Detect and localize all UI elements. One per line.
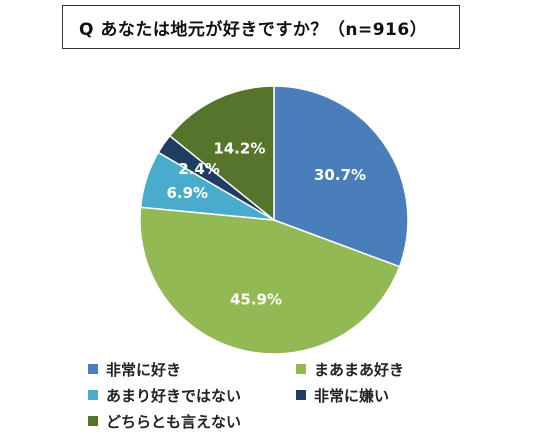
- legend-item: 非常に好き: [88, 358, 296, 380]
- pie-data-label: 14.2%: [213, 139, 265, 157]
- pie-data-label: 6.9%: [166, 184, 208, 202]
- legend-label: どちらとも言えない: [106, 412, 242, 431]
- legend-item: まあまあ好き: [296, 358, 476, 380]
- legend-swatch: [296, 390, 306, 400]
- pie-slices: [139, 85, 409, 355]
- chart-title: Q あなたは地元が好きですか？（n=916）: [62, 5, 460, 49]
- legend-swatch: [88, 390, 98, 400]
- legend-swatch: [88, 364, 98, 374]
- pie-data-label: 30.7%: [314, 166, 366, 184]
- pie-slice: [273, 85, 409, 268]
- legend-item: 非常に嫌い: [296, 384, 476, 406]
- pie-labels: 30.7% 45.9% 6.9% 2.4% 14.2%: [166, 139, 366, 308]
- pie-data-label: 2.4%: [178, 160, 220, 178]
- legend-label: あまり好きではない: [106, 386, 242, 405]
- legend-label: 非常に好き: [106, 360, 182, 379]
- legend-item: どちらとも言えない: [88, 410, 296, 432]
- legend-label: まあまあ好き: [314, 360, 405, 379]
- legend-swatch: [88, 416, 98, 426]
- legend-label: 非常に嫌い: [314, 386, 390, 405]
- pie-data-label: 45.9%: [230, 290, 282, 308]
- chart-legend: 非常に好き まあまあ好きあまり好きではない 非常に嫌いどちらとも言えない: [88, 358, 476, 432]
- legend-swatch: [296, 364, 306, 374]
- legend-item: あまり好きではない: [88, 384, 296, 406]
- pie-slice: [139, 206, 401, 355]
- pie-slice: [168, 85, 275, 222]
